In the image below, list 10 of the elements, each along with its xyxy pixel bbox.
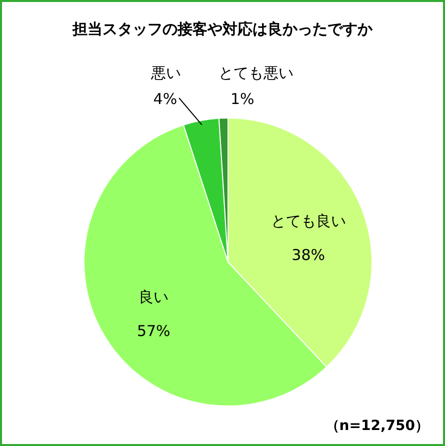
data-label: 1% [230, 90, 254, 108]
slice-label: 良い [138, 288, 169, 306]
slice-label: とても悪い [218, 64, 294, 82]
chart-title: 担当スタッフの接客や対応は良かったですか [72, 20, 374, 38]
data-label: 4% [153, 90, 178, 108]
data-label: 38% [292, 246, 326, 264]
text: （n=12,750） [325, 418, 429, 434]
slice-label: 悪い [150, 64, 182, 82]
data-label: 57% [136, 322, 170, 340]
slice-label: とても良い [270, 212, 346, 230]
